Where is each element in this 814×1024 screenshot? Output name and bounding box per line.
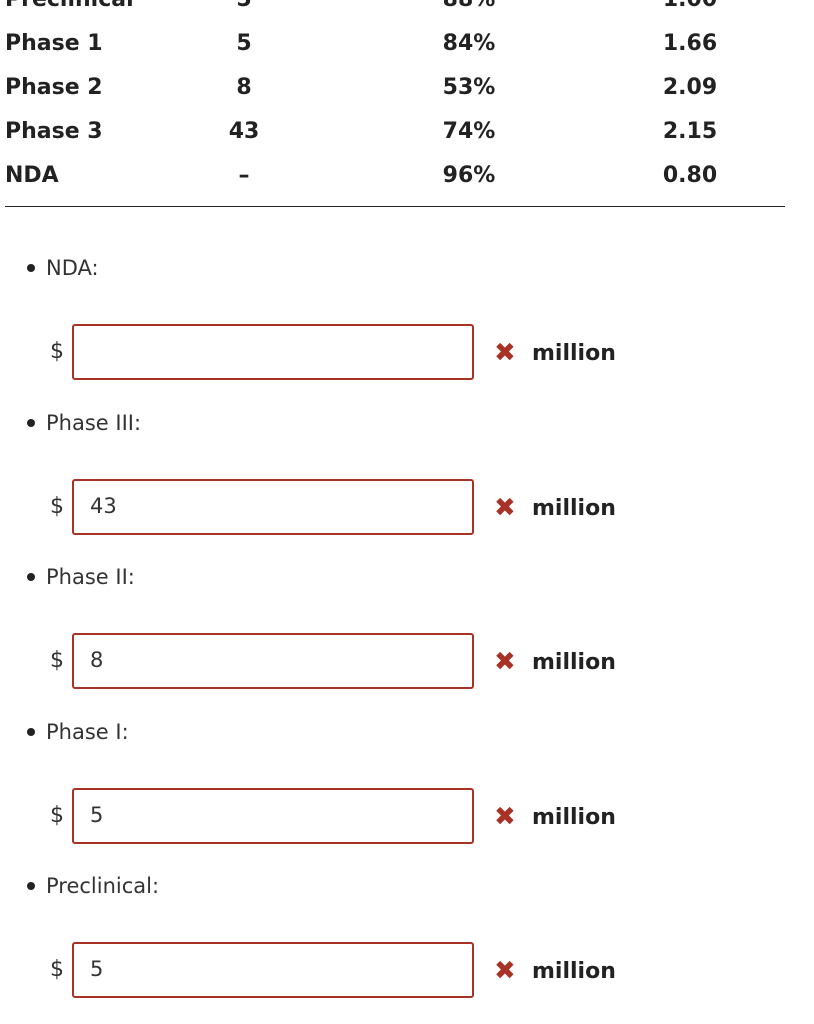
text-input[interactable]: 8	[72, 633, 474, 689]
item-label: Preclinical:	[46, 874, 160, 898]
currency-prefix: $	[50, 493, 64, 519]
bullet	[27, 727, 35, 736]
table-cell: 74%	[442, 119, 496, 144]
table-cell: Preclinical	[5, 0, 134, 22]
input-value: 5	[90, 802, 104, 827]
table-cell: Phase 1	[5, 31, 103, 56]
table-cell: –	[238, 163, 250, 188]
unit-suffix: million	[532, 341, 616, 366]
item-label: Phase III:	[46, 410, 142, 435]
table-cell: 0.80	[662, 163, 718, 188]
unit-suffix: million	[532, 495, 616, 521]
bullet	[27, 418, 35, 427]
table-cell: Phase 3	[5, 119, 103, 144]
table-cell: 5	[236, 31, 252, 56]
error-icon: ✖	[494, 647, 516, 677]
unit-suffix: million	[532, 650, 616, 675]
error-icon: ✖	[494, 492, 516, 523]
table-cell: Phase 2	[5, 75, 103, 100]
text-input[interactable]: 43	[72, 478, 474, 535]
text-input[interactable]: 5	[72, 787, 474, 844]
error-icon: ✖	[494, 801, 516, 832]
table-cell: NDA	[5, 163, 59, 188]
item-label: Phase II:	[46, 565, 135, 589]
input-value: 5	[90, 957, 104, 981]
input-value: 8	[90, 648, 104, 672]
unit-suffix: million	[532, 804, 616, 830]
text-input[interactable]: 5	[72, 942, 474, 998]
input-value: 43	[90, 493, 117, 518]
table-cell: 5	[194, 0, 294, 22]
text-input[interactable]	[72, 324, 474, 380]
table-cell: 53%	[442, 75, 496, 100]
table-cell: 2.15	[662, 119, 718, 144]
currency-prefix: $	[50, 802, 64, 828]
currency-prefix: $	[50, 648, 64, 673]
table-cell: 43	[228, 119, 260, 144]
bullet	[27, 882, 35, 890]
unit-suffix: million	[532, 959, 616, 984]
table-cell: 2.09	[662, 75, 718, 100]
bullet	[27, 264, 35, 272]
table-rule	[5, 206, 785, 207]
table-cell: 88%	[419, 0, 519, 22]
table-cell: 1.00	[640, 0, 740, 22]
error-icon: ✖	[494, 956, 516, 986]
error-icon: ✖	[494, 338, 516, 368]
item-label: Phase I:	[46, 719, 129, 744]
table-cell: 96%	[442, 163, 496, 188]
currency-prefix: $	[50, 339, 64, 364]
table-cell: 1.66	[662, 31, 718, 56]
bullet	[27, 573, 35, 581]
item-label: NDA:	[46, 256, 99, 280]
table-cell: 8	[236, 75, 252, 100]
table-cell: 84%	[442, 31, 496, 56]
currency-prefix: $	[50, 957, 64, 982]
